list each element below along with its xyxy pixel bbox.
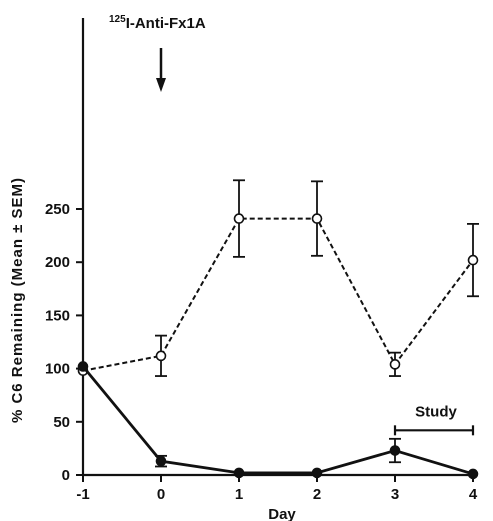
y-tick-label: 100 xyxy=(45,361,70,378)
data-point-filled xyxy=(467,468,479,480)
x-tick-label: 3 xyxy=(391,486,399,503)
injection-arrow-head xyxy=(156,78,166,92)
x-tick-label: 4 xyxy=(469,486,478,503)
y-axis-label: % C6 Remaining (Mean ± SEM) xyxy=(9,177,26,423)
data-point-filled xyxy=(233,467,245,479)
series-line xyxy=(82,217,474,372)
injection-annotation: 125I-Anti-Fx1A xyxy=(109,14,206,92)
x-tick-label: 2 xyxy=(313,486,321,503)
y-tick-label: 200 xyxy=(45,254,70,271)
data-point-open xyxy=(389,359,401,370)
data-point-open xyxy=(233,213,245,224)
y-tick-label: 50 xyxy=(53,414,70,431)
study-label: Study xyxy=(415,403,457,420)
series-dashed xyxy=(77,179,479,377)
study-annotation: Study xyxy=(393,403,475,436)
data-point-open xyxy=(311,213,323,224)
x-tick-label: 0 xyxy=(157,486,165,503)
x-tick-label: 1 xyxy=(235,486,243,503)
isotope-mass-number: 125 xyxy=(109,14,126,25)
y-tick-label: 250 xyxy=(45,201,70,218)
axes xyxy=(81,18,473,477)
tick-labels: 0 50 100 150 200 250 -1 0 1 2 3 4 xyxy=(45,201,478,503)
series-solid xyxy=(77,361,479,480)
data-point-open xyxy=(467,254,479,266)
series-line xyxy=(81,365,474,476)
x-tick-label: -1 xyxy=(76,486,89,503)
data-point-filled xyxy=(155,455,167,467)
injection-agent-text: I-Anti-Fx1A xyxy=(126,15,206,32)
data-point-filled xyxy=(389,445,401,456)
x-axis-label: Day xyxy=(268,506,296,521)
data-point-open xyxy=(155,350,167,362)
y-tick-label: 150 xyxy=(45,307,70,324)
tick-marks xyxy=(76,208,474,482)
data-point-filled xyxy=(311,467,323,479)
data-point-filled xyxy=(77,361,89,372)
series-layer xyxy=(77,179,479,480)
injection-label: 125I-Anti-Fx1A xyxy=(109,14,206,32)
y-tick-label: 0 xyxy=(62,467,70,484)
